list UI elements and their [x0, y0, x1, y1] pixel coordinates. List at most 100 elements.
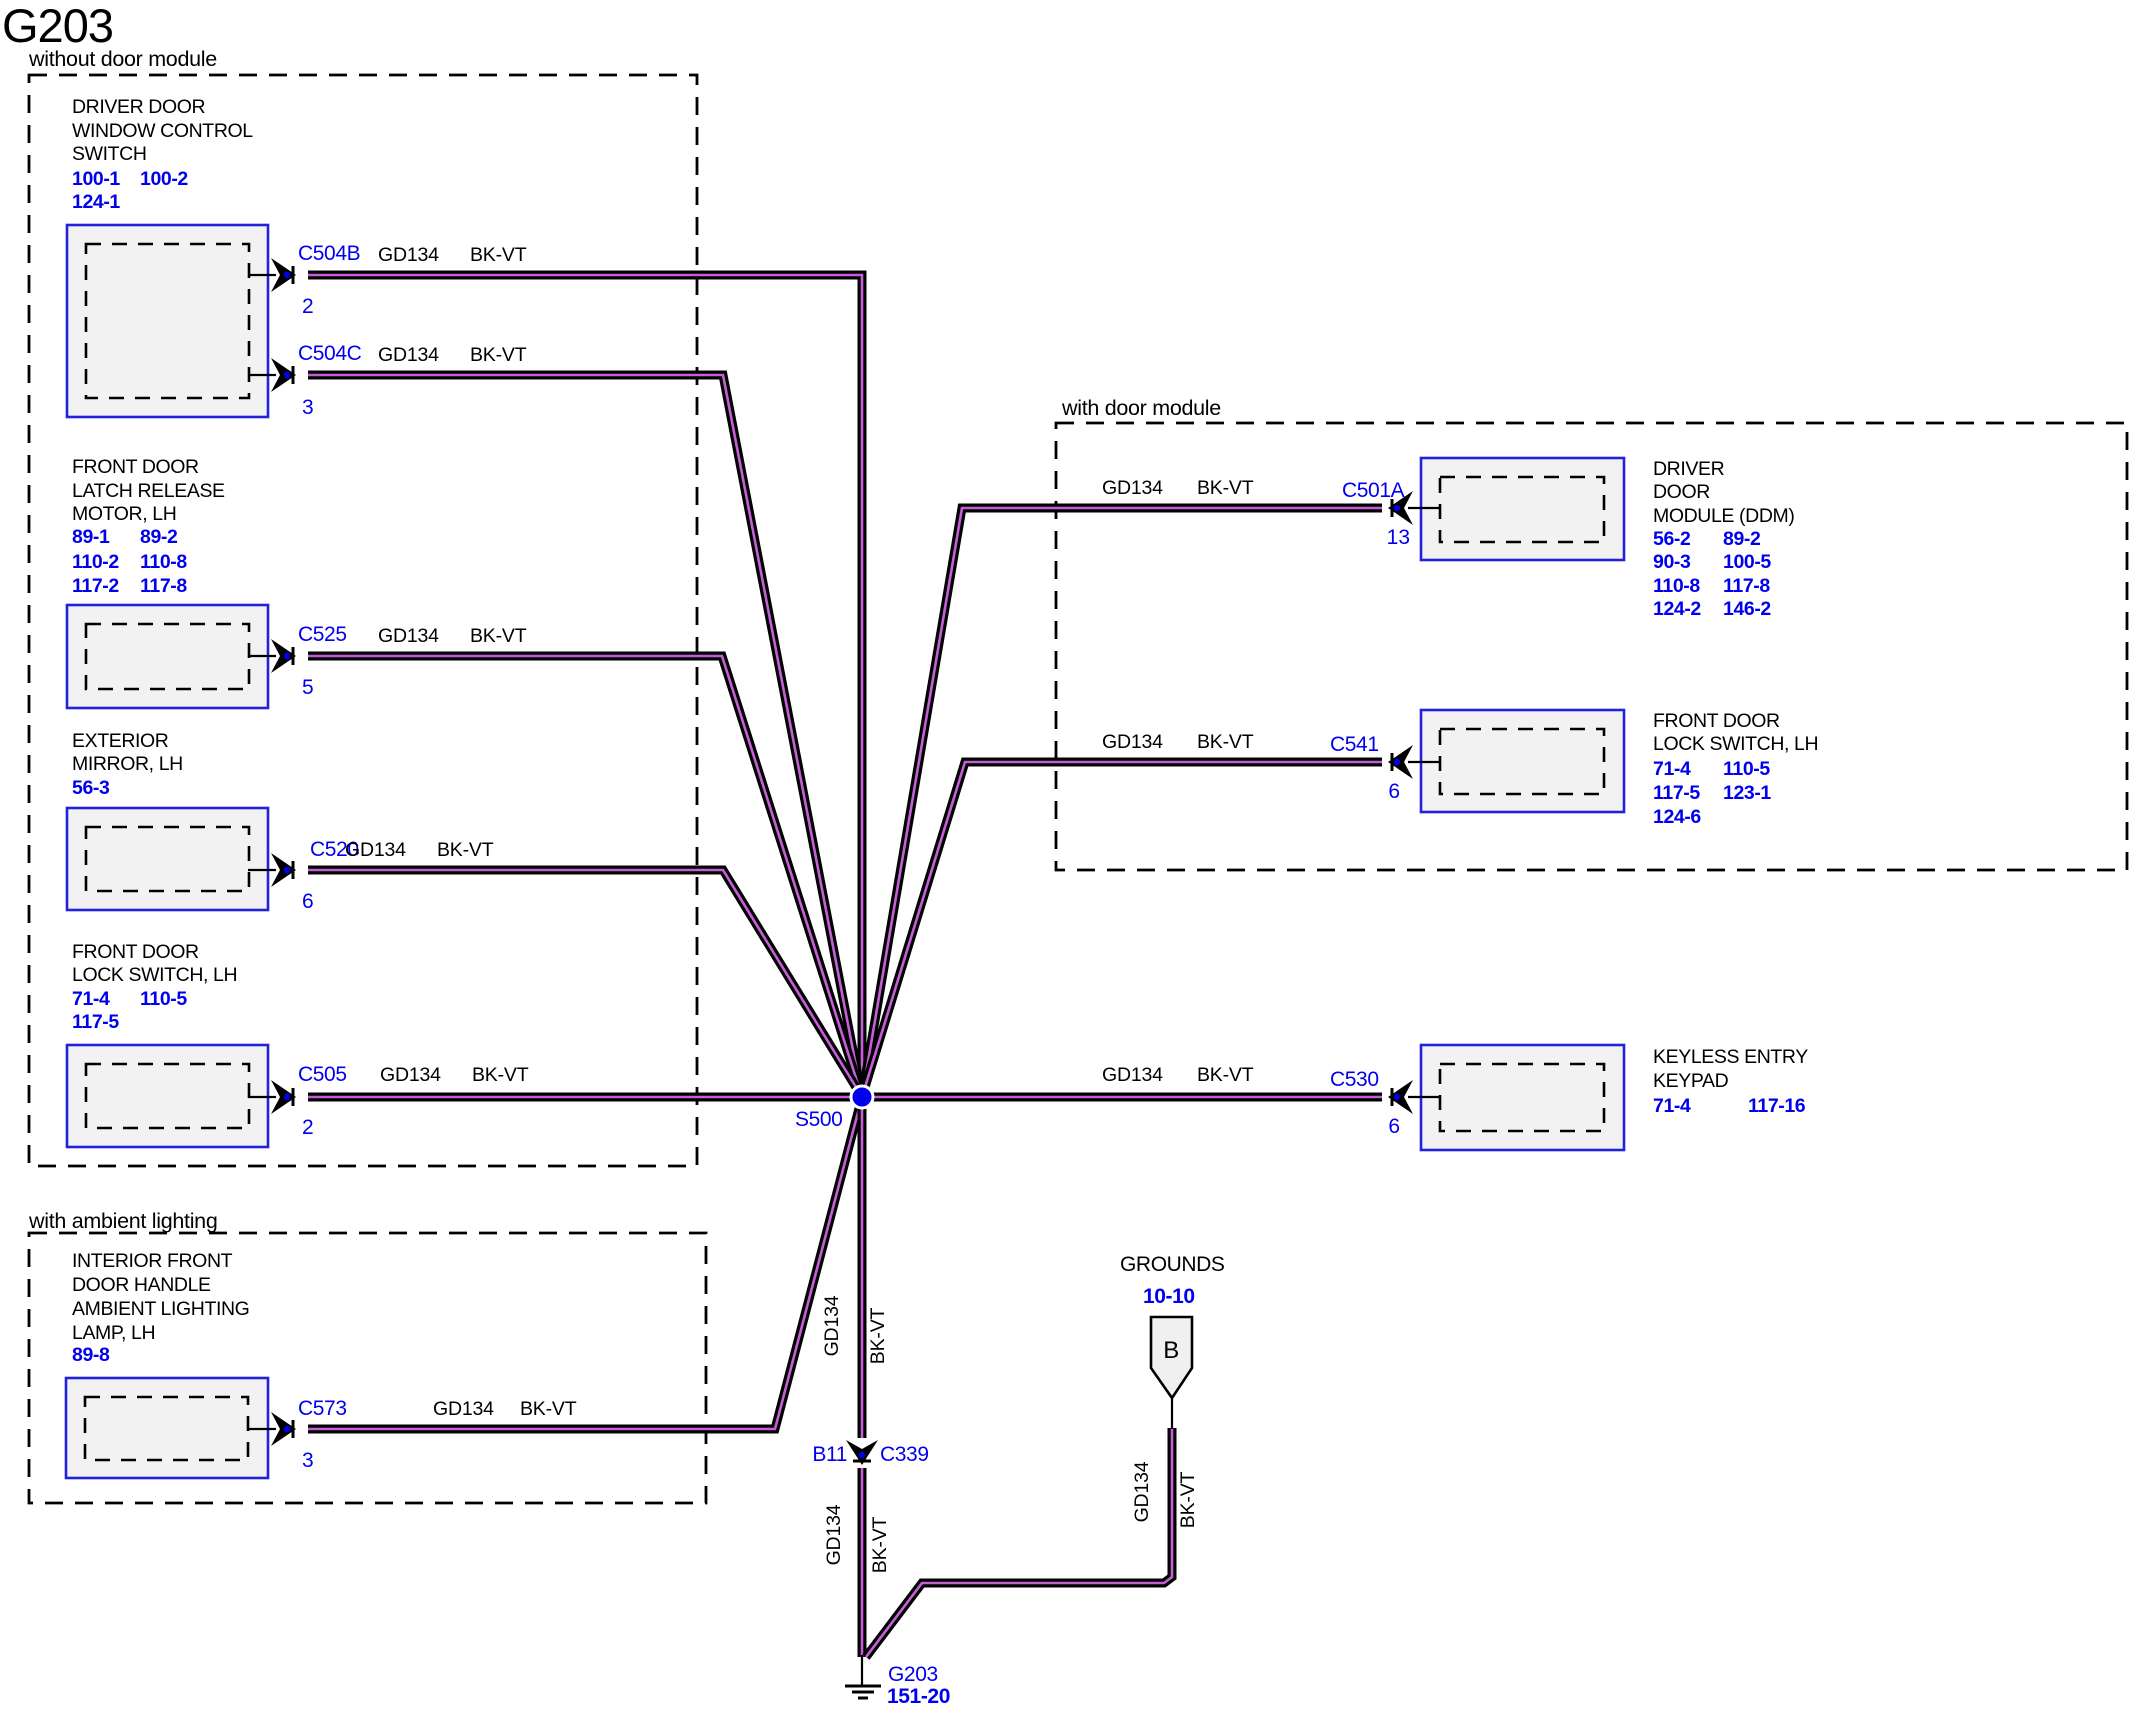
wire-c573	[308, 1095, 867, 1434]
page-ref-link[interactable]: 117-5	[72, 1011, 120, 1033]
page-ref-link[interactable]: 117-5	[1653, 782, 1701, 804]
page-ref-link[interactable]: 146-2	[1723, 598, 1772, 620]
wire-color-label: BK-VT	[1197, 731, 1254, 753]
ground-terminal-letter: B	[1163, 1337, 1179, 1364]
wire-color-label: BK-VT	[1177, 1472, 1199, 1529]
wire-circuit-label: GD134	[378, 244, 439, 266]
page-ref-link[interactable]: 117-2	[72, 575, 120, 597]
component-box-window-switch-inner	[84, 242, 251, 400]
connector-label[interactable]: C573	[298, 1397, 347, 1420]
inline-connector-arrow-icon	[846, 1440, 878, 1465]
page-ref-link[interactable]: 151-20	[887, 1685, 950, 1708]
page-ref-link[interactable]: 71-4	[72, 988, 110, 1010]
page-ref-link[interactable]: 100-2	[140, 168, 189, 190]
connector-label[interactable]: C504C	[298, 342, 362, 365]
page-ref-link[interactable]: 56-2	[1653, 528, 1691, 550]
wire-circuit-label: GD134	[433, 1398, 494, 1420]
wire-circuit-label: GD134	[823, 1504, 845, 1565]
page-ref-link[interactable]: 110-8	[140, 551, 188, 573]
component-name-line: DRIVER	[1653, 458, 1725, 480]
connector-arrow-icon	[271, 1080, 296, 1114]
page-ref-link[interactable]: 110-8	[1653, 575, 1701, 597]
page-ref-link[interactable]: 110-5	[1723, 758, 1771, 780]
connector-label[interactable]: C505	[298, 1063, 347, 1086]
page-ref-link[interactable]: 124-2	[1653, 598, 1702, 620]
component-name-line: LOCK SWITCH, LH	[1653, 733, 1818, 755]
component-name-line: AMBIENT LIGHTING	[72, 1298, 249, 1320]
group-outline-with-ambient-lighting	[27, 1231, 708, 1505]
component-name-line: SWITCH	[72, 143, 147, 165]
component-box-ddm	[1419, 456, 1626, 562]
connector-label[interactable]: C504B	[298, 242, 361, 265]
wire-color-label: BK-VT	[1197, 477, 1254, 499]
page-ref-link[interactable]: 89-2	[140, 526, 178, 548]
page-ref-link[interactable]: 110-2	[72, 551, 120, 573]
wire-circuit-label: GD134	[345, 839, 406, 861]
page-ref-link[interactable]: 89-2	[1723, 528, 1761, 550]
ground-label[interactable]: G203	[888, 1663, 938, 1686]
wire-circuit-label: GD134	[821, 1295, 843, 1356]
component-name-line: FRONT DOOR	[72, 941, 199, 963]
group-label-without-door-module: without door module	[28, 47, 217, 71]
connector-arrow-icon	[1388, 745, 1413, 779]
page-ref-link[interactable]: 90-3	[1653, 551, 1691, 573]
connector-label[interactable]: C520	[310, 838, 359, 861]
connector-arrow-icon	[1388, 491, 1413, 525]
connector-arrow-icon	[271, 258, 296, 292]
wire-circuit-label: GD134	[1131, 1461, 1153, 1522]
page-ref-link[interactable]: 56-3	[72, 777, 110, 799]
connector-label[interactable]: C501A	[1342, 479, 1405, 502]
ground-terminal-b-icon	[1149, 1315, 1194, 1401]
group-outline-with-door-module	[1054, 421, 2129, 872]
component-name-line: FRONT DOOR	[1653, 710, 1780, 732]
splice-label[interactable]: S500	[795, 1108, 843, 1131]
page-ref-link[interactable]: 117-8	[1723, 575, 1771, 597]
page-ref-link[interactable]: 89-1	[72, 526, 110, 548]
page-ref-link[interactable]: 100-1	[72, 168, 121, 190]
page-ref-link[interactable]: 123-1	[1723, 782, 1772, 804]
connector-label[interactable]: C525	[298, 623, 347, 646]
component-name-line: MIRROR, LH	[72, 753, 183, 775]
page-ref-link[interactable]: 89-8	[72, 1344, 110, 1366]
inline-connector-left-label[interactable]: B11	[812, 1443, 847, 1466]
connector-arrow-icon	[271, 358, 296, 392]
page-ref-link[interactable]: 10-10	[1143, 1285, 1195, 1308]
page-ref-link[interactable]: 117-16	[1748, 1095, 1806, 1117]
connector-label[interactable]: C541	[1330, 733, 1379, 756]
page-ref-link[interactable]: 110-5	[140, 988, 188, 1010]
wire-circuit-label: GD134	[1102, 1064, 1163, 1086]
component-name-line: EXTERIOR	[72, 730, 169, 752]
pin-number: 13	[1387, 526, 1410, 549]
grounds-heading: GROUNDS	[1120, 1253, 1225, 1276]
pin-number: 6	[1388, 780, 1400, 803]
pin-number: 6	[302, 890, 314, 913]
wire-color-label: BK-VT	[470, 344, 527, 366]
pin-number: 5	[302, 676, 314, 699]
pin-number: 3	[302, 1449, 314, 1472]
page-ref-link[interactable]: 124-1	[72, 191, 121, 213]
pin-number: 3	[302, 396, 314, 419]
page-ref-link[interactable]: 117-8	[140, 575, 188, 597]
page-ref-link[interactable]: 100-5	[1723, 551, 1772, 573]
connector-arrow-icon	[271, 1412, 296, 1446]
wire-circuit-label: GD134	[378, 344, 439, 366]
component-box-ddm-inner	[1438, 475, 1606, 544]
component-box-keypad	[1419, 1043, 1626, 1152]
wire-c525	[308, 651, 867, 1099]
connector-label[interactable]: C530	[1330, 1068, 1379, 1091]
wire-c501a	[857, 503, 1382, 1098]
page-ref-link[interactable]: 124-6	[1653, 806, 1702, 828]
group-label-with-ambient-lighting: with ambient lighting	[28, 1209, 218, 1233]
wire-c504b	[308, 270, 867, 1097]
page-ref-link[interactable]: 71-4	[1653, 758, 1691, 780]
wire-circuit-label: GD134	[380, 1064, 441, 1086]
splice-dot	[849, 1084, 875, 1110]
wire-color-label: BK-VT	[869, 1517, 891, 1574]
component-name-line: KEYPAD	[1653, 1070, 1729, 1092]
component-name-line: WINDOW CONTROL	[72, 120, 253, 142]
pin-number: 2	[302, 295, 314, 318]
inline-connector-right-label[interactable]: C339	[880, 1443, 929, 1466]
wire-circuit-label: GD134	[1102, 731, 1163, 753]
page-ref-link[interactable]: 71-4	[1653, 1095, 1691, 1117]
